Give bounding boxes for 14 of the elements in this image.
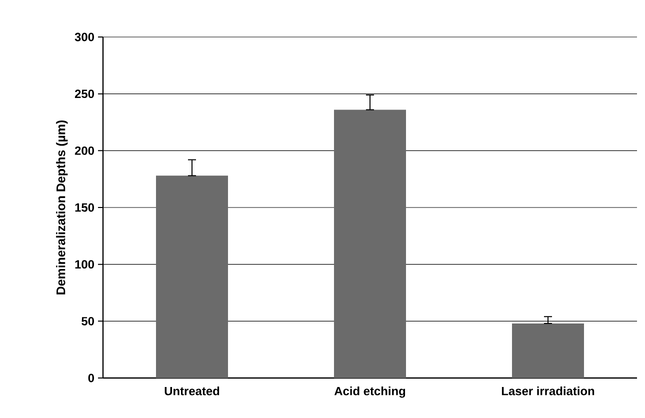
y-tick-label: 0 — [88, 374, 94, 382]
y-tick-label: 300 — [74, 32, 94, 42]
bar — [512, 323, 584, 378]
y-tick-label: 250 — [74, 90, 94, 98]
y-tick-label: 200 — [74, 146, 94, 155]
y-tick-label: 50 — [82, 316, 94, 326]
x-tick-label: Acid etching — [334, 386, 406, 398]
y-tick-label: 100 — [75, 260, 94, 269]
y-tick-label: 150 — [75, 203, 94, 212]
y-axis-title: Demineralization Depths (µm) — [56, 120, 68, 294]
x-tick-label: Untreated — [164, 386, 220, 396]
bar — [334, 110, 406, 378]
x-tick-label: Laser irradiation — [502, 386, 594, 396]
bar — [156, 176, 228, 378]
